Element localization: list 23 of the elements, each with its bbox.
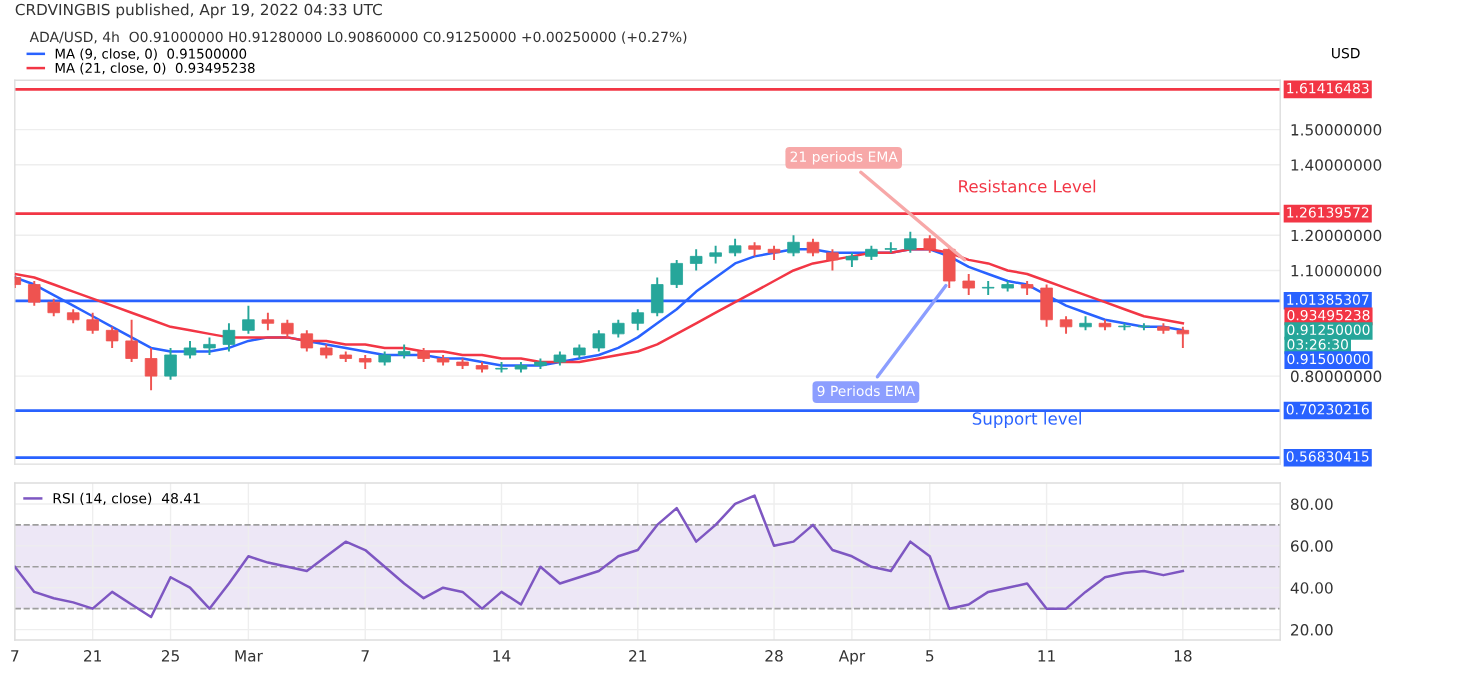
candlestick bbox=[86, 311, 99, 335]
candlestick bbox=[28, 280, 41, 307]
candlestick bbox=[300, 329, 314, 353]
candlestick bbox=[962, 273, 975, 297]
candlestick bbox=[826, 248, 839, 272]
candlestick bbox=[164, 346, 177, 381]
candlestick bbox=[689, 248, 703, 272]
candlestick bbox=[105, 325, 119, 349]
line-series bbox=[14, 494, 1185, 619]
candlestick bbox=[592, 329, 606, 353]
candlestick bbox=[650, 276, 664, 318]
candlestick bbox=[1040, 283, 1053, 328]
annotation: Support level bbox=[972, 411, 1081, 429]
candlestick bbox=[222, 322, 236, 353]
candlestick bbox=[242, 304, 255, 335]
candlestick bbox=[904, 230, 917, 254]
candlestick bbox=[1176, 325, 1190, 349]
candlestick bbox=[787, 234, 800, 258]
annotation: Resistance Level bbox=[959, 179, 1096, 193]
candlestick bbox=[144, 346, 158, 392]
candlestick bbox=[631, 308, 645, 332]
candlestick bbox=[125, 318, 138, 363]
candlestick bbox=[670, 258, 683, 290]
